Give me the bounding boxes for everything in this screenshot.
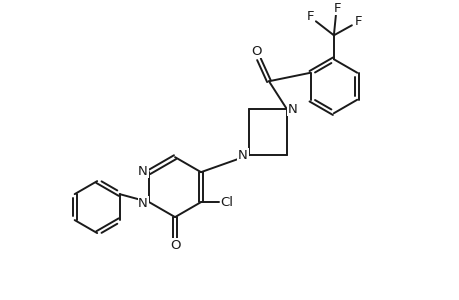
Text: O: O xyxy=(251,45,262,58)
Text: F: F xyxy=(354,15,362,28)
Text: F: F xyxy=(333,2,341,15)
Text: N: N xyxy=(138,165,148,178)
Text: O: O xyxy=(169,238,180,252)
Text: Cl: Cl xyxy=(220,196,233,208)
Text: N: N xyxy=(138,196,148,210)
Text: N: N xyxy=(287,103,297,116)
Text: F: F xyxy=(307,10,314,23)
Text: N: N xyxy=(238,149,247,162)
